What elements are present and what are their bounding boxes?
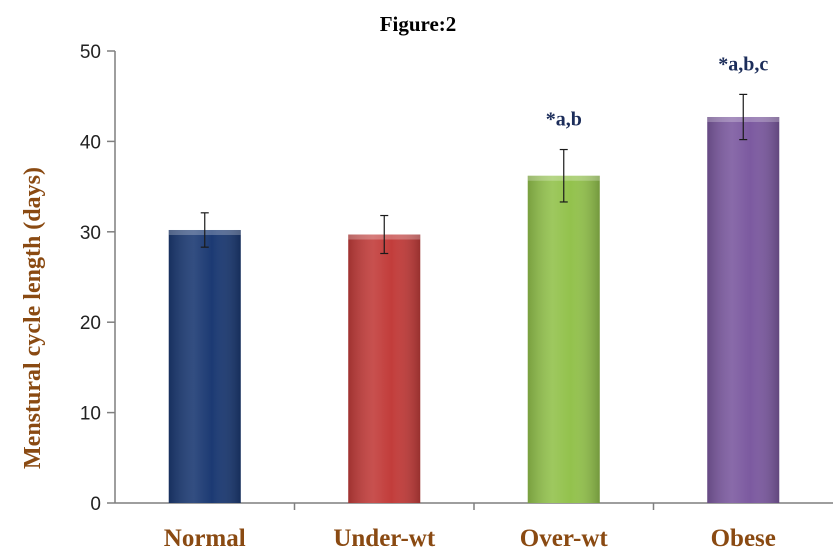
bar-shading (527, 175, 600, 503)
bar-shading (348, 234, 421, 503)
y-tick-label: 0 (90, 494, 101, 515)
y-tick-label: 40 (80, 132, 101, 153)
x-tick-label: Obese (711, 525, 776, 552)
y-tick-label: 20 (80, 313, 101, 334)
x-tick-label: Normal (164, 525, 246, 552)
significance-label: *a,b,c (718, 53, 768, 75)
x-axis-ticks: Normal Under-wt Over-wt Obese (164, 503, 776, 552)
significance-annotations: *a,b *a,b,c (546, 53, 769, 130)
y-tick-label: 50 (80, 42, 101, 63)
y-axis-ticks: 0 10 20 30 40 50 (80, 42, 115, 515)
y-tick-label: 10 (80, 404, 101, 425)
y-tick-label: 30 (80, 223, 101, 244)
significance-label: *a,b (546, 109, 582, 131)
bar-shading (707, 116, 780, 503)
chart-title: Figure:2 (380, 12, 457, 36)
bar-shading (168, 229, 241, 503)
y-axis-label: Menstural cycle length (days) (20, 167, 46, 469)
x-tick-label: Over-wt (520, 525, 609, 552)
x-tick-label: Under-wt (333, 525, 436, 552)
error-bars (200, 93, 748, 255)
bars (168, 116, 780, 503)
